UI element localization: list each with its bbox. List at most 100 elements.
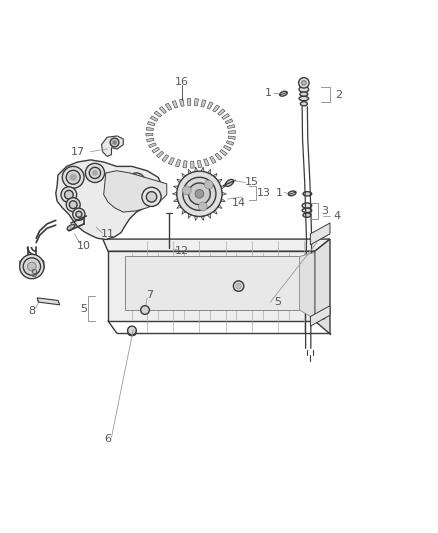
Text: 4: 4: [333, 212, 340, 221]
Text: 5: 5: [274, 297, 281, 307]
Polygon shape: [102, 136, 123, 156]
Text: 5: 5: [80, 304, 87, 314]
Polygon shape: [103, 239, 330, 251]
Polygon shape: [222, 192, 226, 196]
Circle shape: [89, 167, 101, 179]
Ellipse shape: [303, 213, 311, 217]
Text: 3: 3: [321, 206, 328, 216]
Polygon shape: [311, 305, 330, 326]
Polygon shape: [150, 116, 158, 122]
Polygon shape: [213, 210, 217, 214]
Polygon shape: [194, 167, 198, 172]
Polygon shape: [156, 151, 164, 158]
Polygon shape: [148, 143, 156, 148]
Text: 6: 6: [105, 434, 112, 445]
Text: 16: 16: [175, 77, 189, 87]
Text: 11: 11: [101, 229, 115, 239]
Ellipse shape: [128, 330, 136, 336]
Circle shape: [28, 262, 36, 271]
Polygon shape: [180, 99, 184, 107]
Ellipse shape: [141, 306, 148, 313]
Polygon shape: [204, 159, 209, 166]
Polygon shape: [207, 169, 211, 174]
Polygon shape: [194, 216, 198, 221]
Polygon shape: [201, 100, 206, 107]
Polygon shape: [215, 153, 222, 160]
Polygon shape: [183, 161, 187, 168]
Circle shape: [127, 173, 145, 190]
Ellipse shape: [300, 102, 307, 106]
Polygon shape: [191, 161, 194, 168]
Polygon shape: [173, 192, 177, 196]
Ellipse shape: [166, 247, 173, 251]
Circle shape: [62, 166, 84, 188]
Polygon shape: [188, 169, 191, 174]
Text: 14: 14: [232, 198, 246, 207]
Circle shape: [93, 171, 97, 175]
Polygon shape: [173, 199, 178, 201]
Polygon shape: [125, 256, 300, 310]
Polygon shape: [218, 109, 225, 116]
Polygon shape: [220, 149, 227, 156]
Polygon shape: [218, 205, 222, 208]
Polygon shape: [188, 214, 191, 219]
Text: 2: 2: [335, 90, 342, 100]
Circle shape: [142, 187, 161, 206]
Polygon shape: [227, 125, 235, 128]
Polygon shape: [315, 239, 330, 334]
Polygon shape: [165, 103, 172, 110]
Text: 10: 10: [77, 240, 91, 251]
Polygon shape: [56, 160, 162, 239]
Polygon shape: [210, 156, 216, 164]
Circle shape: [38, 298, 42, 303]
Polygon shape: [152, 147, 159, 153]
Ellipse shape: [279, 91, 287, 96]
Circle shape: [177, 171, 222, 216]
Polygon shape: [182, 210, 186, 214]
Polygon shape: [159, 107, 166, 114]
Polygon shape: [218, 179, 222, 183]
Circle shape: [66, 171, 80, 184]
Circle shape: [76, 211, 82, 217]
Polygon shape: [223, 146, 231, 151]
Polygon shape: [207, 102, 213, 109]
Polygon shape: [201, 216, 204, 221]
Circle shape: [70, 174, 76, 180]
Text: 7: 7: [146, 290, 153, 300]
Polygon shape: [177, 205, 181, 208]
Polygon shape: [221, 186, 225, 189]
Ellipse shape: [70, 225, 74, 228]
Circle shape: [23, 258, 41, 275]
Circle shape: [195, 189, 204, 198]
Polygon shape: [162, 155, 169, 161]
Polygon shape: [201, 167, 204, 172]
Polygon shape: [154, 111, 162, 117]
Polygon shape: [229, 131, 236, 133]
Polygon shape: [197, 160, 202, 167]
Ellipse shape: [288, 191, 296, 196]
Circle shape: [66, 198, 80, 212]
Polygon shape: [37, 298, 60, 305]
Circle shape: [204, 180, 213, 189]
Polygon shape: [213, 105, 219, 112]
Circle shape: [183, 177, 216, 211]
Text: 15: 15: [245, 176, 259, 187]
Circle shape: [85, 163, 105, 182]
Ellipse shape: [87, 221, 94, 225]
Circle shape: [146, 192, 157, 202]
Circle shape: [233, 281, 244, 292]
Ellipse shape: [20, 258, 44, 266]
Polygon shape: [148, 122, 155, 126]
Circle shape: [110, 138, 119, 147]
Text: 13: 13: [256, 188, 270, 198]
Circle shape: [131, 176, 141, 187]
Polygon shape: [187, 99, 191, 106]
Polygon shape: [226, 141, 234, 145]
Text: 8: 8: [28, 306, 35, 316]
Circle shape: [302, 80, 306, 85]
Text: 9: 9: [31, 269, 38, 279]
Polygon shape: [104, 171, 167, 212]
Polygon shape: [207, 214, 211, 219]
Polygon shape: [173, 186, 178, 189]
Ellipse shape: [67, 224, 75, 230]
